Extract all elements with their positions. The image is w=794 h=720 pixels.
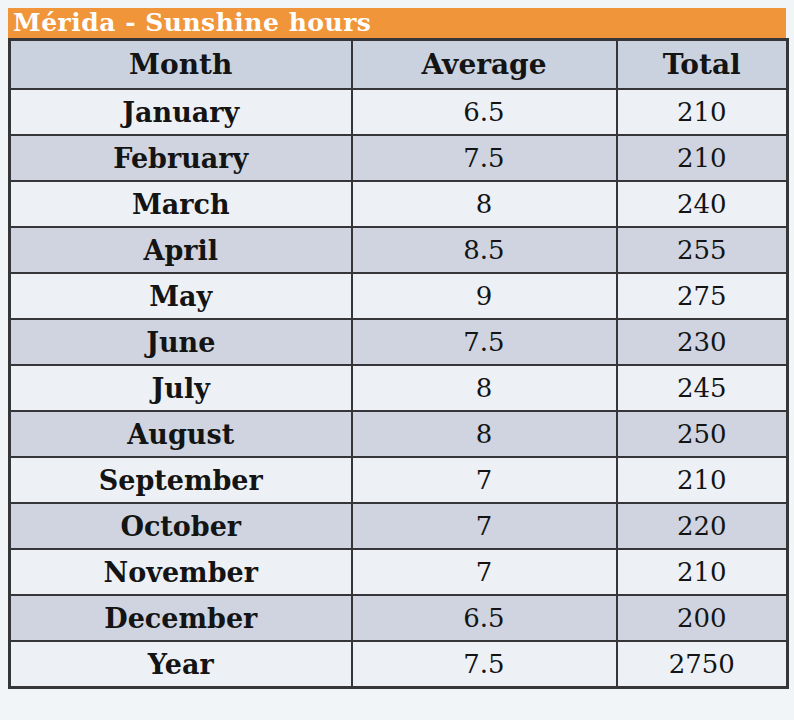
sunshine-table-panel: Mérida - Sunshine hours Month Average To… (8, 8, 786, 689)
table-header: Month Average Total (10, 40, 788, 90)
month-cell: November (10, 549, 352, 595)
table-row: April8.5255 (10, 227, 788, 273)
average-cell: 7.5 (352, 319, 617, 365)
average-cell: 6.5 (352, 595, 617, 641)
table-row: November7210 (10, 549, 788, 595)
table-row: March8240 (10, 181, 788, 227)
table-row: January6.5210 (10, 89, 788, 135)
table-row: October7220 (10, 503, 788, 549)
month-cell: July (10, 365, 352, 411)
month-cell: June (10, 319, 352, 365)
table-row: December6.5200 (10, 595, 788, 641)
month-cell: March (10, 181, 352, 227)
average-cell: 9 (352, 273, 617, 319)
average-cell: 7.5 (352, 641, 617, 688)
month-cell: January (10, 89, 352, 135)
month-cell: May (10, 273, 352, 319)
total-cell: 230 (617, 319, 788, 365)
header-row: Month Average Total (10, 40, 788, 90)
average-cell: 6.5 (352, 89, 617, 135)
table-row: May9275 (10, 273, 788, 319)
total-cell: 210 (617, 549, 788, 595)
average-cell: 8 (352, 181, 617, 227)
table-title-bar: Mérida - Sunshine hours (8, 8, 786, 38)
total-cell: 210 (617, 457, 788, 503)
table-row: July8245 (10, 365, 788, 411)
table-title: Mérida - Sunshine hours (13, 8, 371, 37)
total-cell: 200 (617, 595, 788, 641)
month-cell: September (10, 457, 352, 503)
table-body: January6.5210February7.5210March8240Apri… (10, 89, 788, 688)
total-cell: 210 (617, 89, 788, 135)
month-cell: October (10, 503, 352, 549)
month-cell: Year (10, 641, 352, 688)
table-row: September7210 (10, 457, 788, 503)
table-row: Year7.52750 (10, 641, 788, 688)
average-cell: 7 (352, 549, 617, 595)
total-cell: 220 (617, 503, 788, 549)
sunshine-hours-table: Month Average Total January6.5210Februar… (8, 38, 789, 689)
month-cell: August (10, 411, 352, 457)
month-cell: April (10, 227, 352, 273)
average-cell: 8 (352, 365, 617, 411)
total-cell: 240 (617, 181, 788, 227)
column-header-average: Average (352, 40, 617, 90)
average-cell: 8 (352, 411, 617, 457)
column-header-total: Total (617, 40, 788, 90)
total-cell: 255 (617, 227, 788, 273)
table-row: June7.5230 (10, 319, 788, 365)
table-row: August8250 (10, 411, 788, 457)
total-cell: 2750 (617, 641, 788, 688)
month-cell: December (10, 595, 352, 641)
month-cell: February (10, 135, 352, 181)
average-cell: 8.5 (352, 227, 617, 273)
total-cell: 275 (617, 273, 788, 319)
average-cell: 7.5 (352, 135, 617, 181)
average-cell: 7 (352, 457, 617, 503)
table-row: February7.5210 (10, 135, 788, 181)
total-cell: 250 (617, 411, 788, 457)
column-header-month: Month (10, 40, 352, 90)
total-cell: 245 (617, 365, 788, 411)
total-cell: 210 (617, 135, 788, 181)
average-cell: 7 (352, 503, 617, 549)
